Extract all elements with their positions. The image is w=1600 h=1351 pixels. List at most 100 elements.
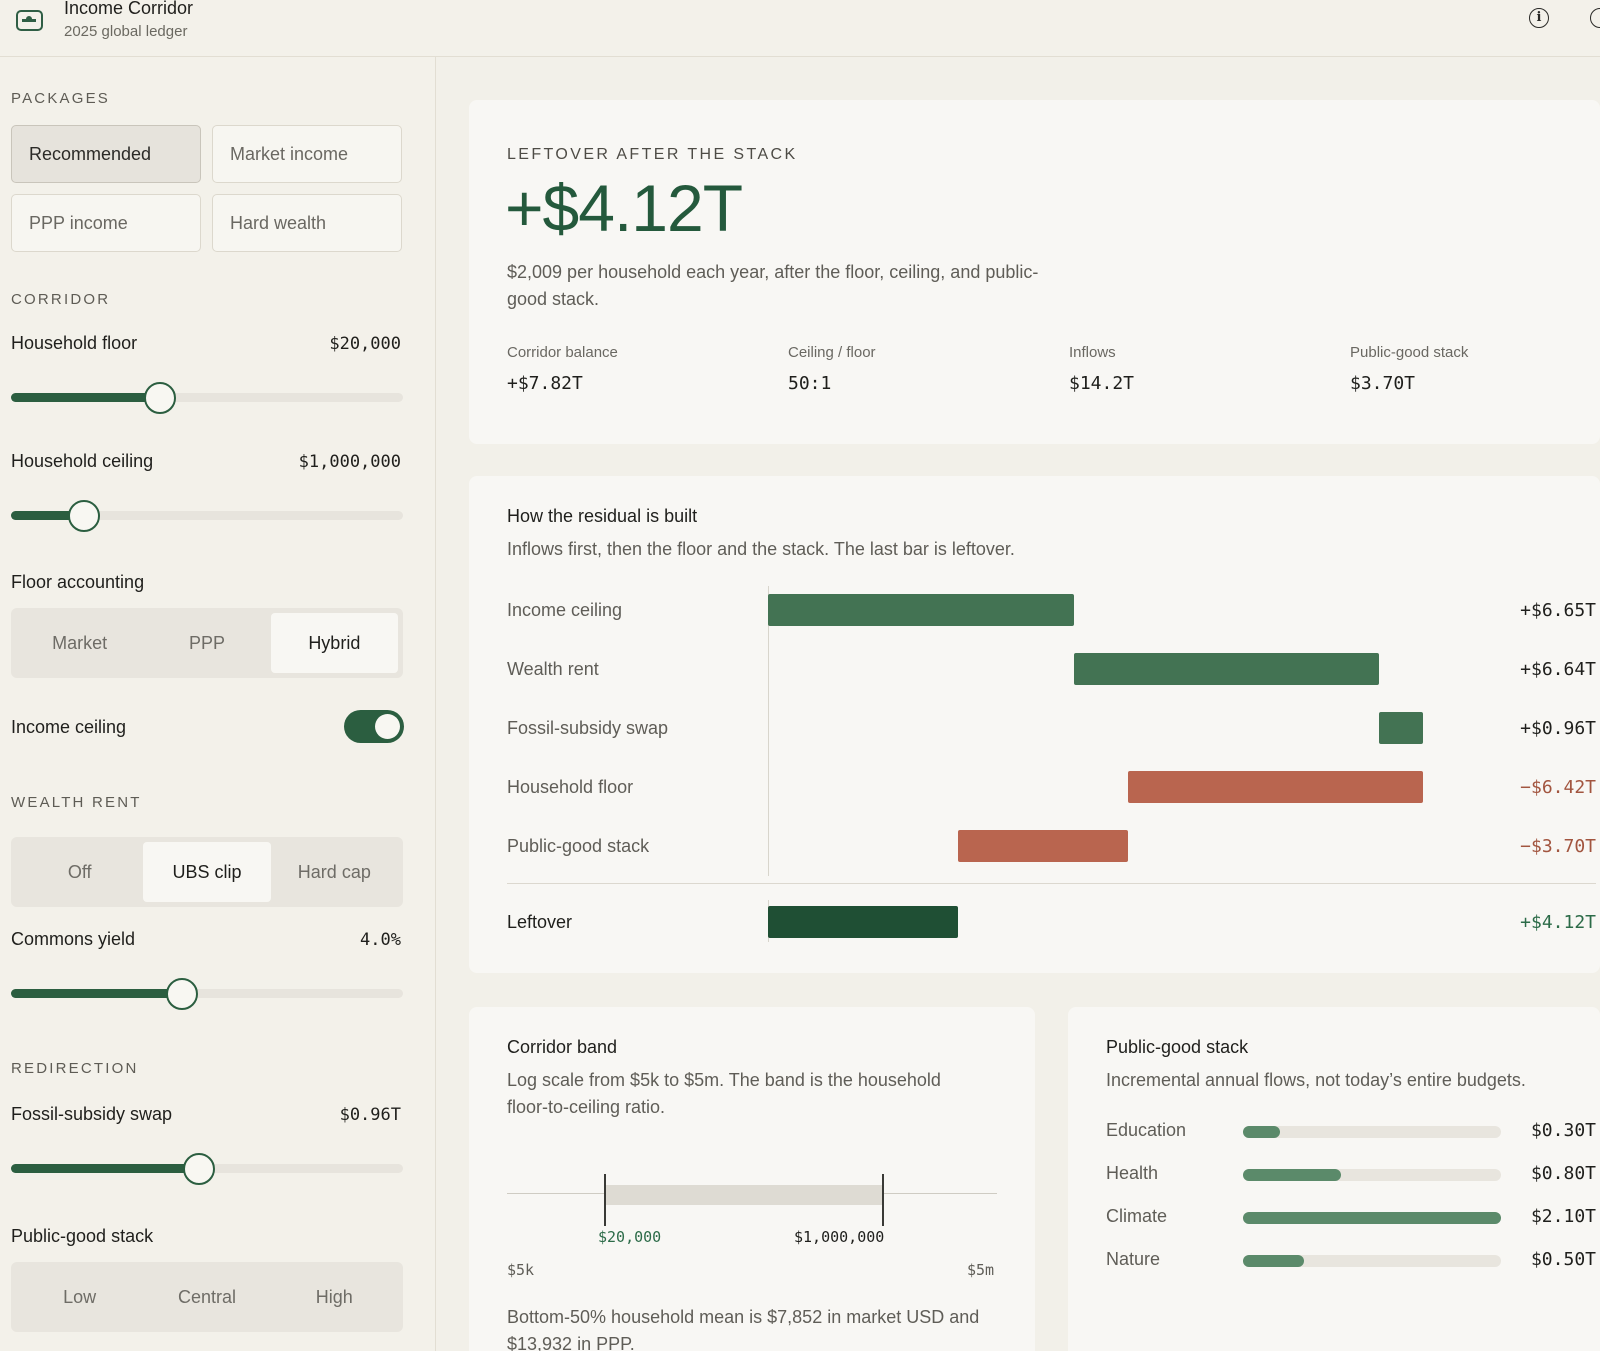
leftover-description: $2,009 per household each year, after th… — [507, 262, 1039, 309]
corridor-title: CORRIDOR — [11, 291, 111, 308]
floor-accounting-hybrid-option[interactable]: Hybrid — [270, 613, 398, 673]
stack-high-option[interactable]: High — [315, 1287, 353, 1307]
stack-item-label: Education — [1106, 1120, 1187, 1140]
stat-value: +$7.82T — [507, 373, 583, 394]
wealth-rent-ubs-clip-option[interactable]: UBS clip — [143, 842, 271, 902]
waterfall-row-label: Fossil-subsidy swap — [507, 718, 669, 738]
stat-label: Inflows — [1069, 344, 1116, 361]
stat-ceiling-floor: Ceiling / floor 50:1 — [788, 344, 876, 394]
fossil-swap-slider[interactable] — [11, 1151, 403, 1187]
app-subtitle: 2025 global ledger — [64, 23, 188, 40]
stack-subtitle: Incremental annual flows, not today’s en… — [1106, 1070, 1526, 1090]
waterfall-leftover-value: +$4.12T — [1520, 912, 1596, 933]
corridor-max-label: $5m — [967, 1261, 995, 1279]
info-icon[interactable]: i — [1529, 8, 1549, 28]
household-ceiling-slider[interactable] — [11, 498, 403, 534]
waterfall-row-label: Household floor — [507, 777, 634, 797]
waterfall-value: +$0.96T — [1520, 718, 1596, 739]
package-hard-wealth-button[interactable]: Hard wealth — [212, 194, 402, 252]
waterfall-value: −$6.42T — [1520, 777, 1596, 798]
stack-item-track — [1243, 1126, 1501, 1138]
stack-item-value: $2.10T — [1530, 1206, 1596, 1227]
stack-item-bar — [1243, 1212, 1501, 1224]
floor-accounting-label: Floor accounting — [11, 572, 145, 592]
stat-corridor-balance: Corridor balance +$7.82T — [507, 344, 618, 394]
waterfall-bar-wealth-rent — [1073, 653, 1380, 685]
waterfall-bar-leftover — [768, 906, 958, 938]
packages-title: PACKAGES — [11, 90, 111, 107]
floor-accounting-market-option[interactable]: Market — [52, 633, 108, 653]
commons-yield-slider-thumb[interactable] — [165, 978, 198, 1010]
stack-low-option[interactable]: Low — [63, 1287, 97, 1307]
household-floor-value: $20,000 — [329, 334, 401, 354]
household-ceiling-slider-thumb[interactable] — [67, 500, 100, 532]
package-recommended-button[interactable]: Recommended — [11, 125, 201, 183]
residual-subtitle: Inflows first, then the floor and the st… — [507, 539, 1015, 559]
waterfall-value: −$3.70T — [1520, 836, 1596, 857]
stack-item-track — [1243, 1169, 1501, 1181]
stack-item-track — [1243, 1212, 1501, 1224]
redirection-title: REDIRECTION — [11, 1060, 139, 1077]
household-ceiling-value: $1,000,000 — [298, 452, 401, 472]
circle-icon[interactable] — [1590, 8, 1600, 28]
household-floor-slider[interactable] — [11, 380, 403, 416]
stat-label: Ceiling / floor — [788, 344, 876, 361]
stat-public-good-stack: Public-good stack $3.70T — [1350, 344, 1468, 394]
fossil-swap-label: Fossil-subsidy swap — [11, 1104, 173, 1124]
fossil-swap-slider-thumb[interactable] — [183, 1153, 216, 1185]
stat-value: $14.2T — [1069, 373, 1135, 394]
waterfall-leftover-label: Leftover — [507, 912, 573, 932]
corridor-band-card: Corridor band Log scale from $5k to $5m.… — [469, 1007, 1035, 1351]
corridor-ceiling-label: $1,000,000 — [794, 1228, 885, 1246]
waterfall-bar-public-good-stack — [957, 830, 1129, 862]
commons-yield-value: 4.0% — [360, 930, 401, 950]
corridor-band-range — [605, 1185, 883, 1205]
wealth-rent-off-option[interactable]: Off — [67, 862, 92, 882]
stack-item-label: Climate — [1106, 1206, 1168, 1226]
corridor-band-note: Bottom-50% household mean is $7,852 in m… — [507, 1307, 980, 1351]
waterfall-value: +$6.64T — [1520, 659, 1596, 680]
residual-waterfall-card: How the residual is built Inflows first,… — [469, 476, 1600, 973]
income-ceiling-toggle[interactable] — [344, 710, 404, 743]
floor-accounting-ppp-option[interactable]: PPP — [188, 633, 225, 653]
stack-item-track — [1243, 1255, 1501, 1267]
corridor-ceiling-marker — [882, 1174, 884, 1226]
package-market-income-button[interactable]: Market income — [212, 125, 402, 183]
fossil-swap-value: $0.96T — [339, 1105, 401, 1125]
waterfall-row-label: Public-good stack — [507, 836, 650, 856]
waterfall-bar-household-floor — [1128, 771, 1424, 803]
waterfall-separator — [507, 883, 1596, 884]
stack-item-bar — [1243, 1126, 1280, 1138]
wealth-rent-hard-cap-option[interactable]: Hard cap — [297, 862, 371, 882]
stat-value: $3.70T — [1350, 373, 1416, 394]
waterfall-axis — [768, 586, 769, 876]
stack-item-label: Nature — [1106, 1249, 1161, 1269]
stack-central-option[interactable]: Central — [177, 1287, 236, 1307]
residual-title: How the residual is built — [507, 506, 698, 526]
corridor-floor-marker — [604, 1174, 606, 1226]
corridor-band-subtitle: Log scale from $5k to $5m. The band is t… — [507, 1070, 941, 1117]
corridor-floor-label: $20,000 — [598, 1228, 662, 1246]
stack-item-bar — [1243, 1255, 1305, 1267]
app-header: Income Corridor 2025 global ledger i — [0, 0, 1600, 57]
public-good-stack-selector: Low Central High — [11, 1262, 403, 1332]
wealth-rent-title: WEALTH RENT — [11, 794, 142, 811]
stat-value: 50:1 — [788, 373, 832, 394]
household-ceiling-label: Household ceiling — [11, 451, 154, 471]
stack-item-value: $0.50T — [1530, 1249, 1596, 1270]
waterfall-row-label: Income ceiling — [507, 600, 623, 620]
ledger-logo-icon — [16, 10, 43, 31]
stat-label: Public-good stack — [1350, 344, 1469, 361]
stat-label: Corridor balance — [507, 344, 618, 361]
corridor-band-title: Corridor band — [507, 1037, 618, 1057]
commons-yield-slider[interactable] — [11, 976, 403, 1012]
package-ppp-income-button[interactable]: PPP income — [11, 194, 201, 252]
floor-accounting-selector: Market PPP Hybrid — [11, 608, 403, 678]
waterfall-row-label: Wealth rent — [507, 659, 599, 679]
stack-item-value: $0.80T — [1530, 1163, 1596, 1184]
leftover-kicker: LEFTOVER AFTER THE STACK — [507, 146, 798, 163]
stack-title: Public-good stack — [1106, 1037, 1249, 1057]
waterfall-bar-fossil-swap — [1379, 712, 1424, 744]
public-good-stack-label: Public-good stack — [11, 1226, 154, 1246]
household-floor-slider-thumb[interactable] — [143, 382, 176, 414]
